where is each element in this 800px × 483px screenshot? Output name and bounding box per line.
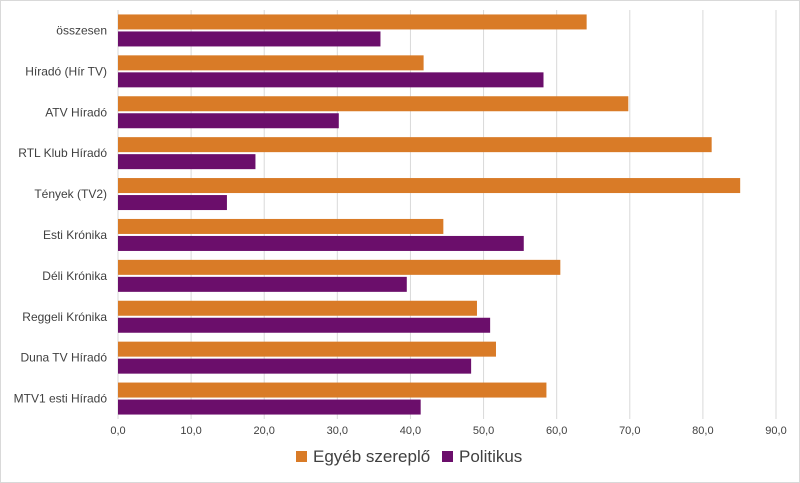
bar-egyeb-szereplo: [118, 55, 424, 71]
gridlines: [117, 10, 777, 419]
category-label: Esti Krónika: [43, 228, 107, 242]
x-tick-label: 70,0: [619, 425, 640, 437]
x-tick-label: 50,0: [473, 425, 494, 437]
x-tick-label: 80,0: [692, 425, 713, 437]
category-label: ATV Híradó: [45, 105, 107, 119]
category-label: összesen: [56, 23, 107, 37]
bar-politikus: [118, 31, 381, 47]
x-tick-label: 30,0: [327, 425, 348, 437]
bar-politikus: [118, 113, 339, 129]
bar-politikus: [118, 317, 491, 333]
bar-egyeb-szereplo: [118, 96, 629, 112]
legend-swatch: [442, 451, 453, 462]
bar-politikus: [118, 358, 472, 374]
category-labels: összesen Híradó (Hír TV) ATV Híradó RTL Klu…: [14, 23, 108, 405]
category-label: Reggeli Krónika: [22, 310, 107, 324]
bar-egyeb-szereplo: [118, 137, 712, 153]
legend-label: Politikus: [459, 447, 522, 466]
category-label: MTV1 esti Híradó: [14, 392, 108, 406]
bar-egyeb-szereplo: [118, 14, 587, 30]
x-tick-label: 20,0: [254, 425, 275, 437]
x-tick-label: 10,0: [180, 425, 201, 437]
bar-egyeb-szereplo: [118, 300, 477, 316]
bar-egyeb-szereplo: [118, 178, 741, 194]
x-tick-label: 60,0: [546, 425, 567, 437]
legend: Egyéb szereplő Politikus: [296, 447, 522, 466]
category-label: Híradó (Hír TV): [25, 64, 107, 78]
bar-politikus: [118, 235, 524, 251]
x-axis-ticks: 0,0 10,0 20,0 30,0 40,0 50,0 60,0 70,0 80,0 90,0: [110, 425, 786, 437]
category-label: Duna TV Híradó: [21, 351, 108, 365]
legend-swatch: [296, 451, 307, 462]
bar-egyeb-szereplo: [118, 382, 547, 398]
x-tick-label: 0,0: [110, 425, 125, 437]
bar-egyeb-szereplo: [118, 259, 561, 275]
bar-politikus: [118, 399, 421, 415]
x-tick-label: 40,0: [400, 425, 421, 437]
x-tick-label: 90,0: [765, 425, 786, 437]
bar-politikus: [118, 195, 227, 211]
bar-politikus: [118, 72, 544, 88]
bar-egyeb-szereplo: [118, 218, 444, 234]
legend-label: Egyéb szereplő: [313, 447, 430, 466]
bar-politikus: [118, 154, 256, 170]
bar-politikus: [118, 276, 407, 292]
category-label: RTL Klub Híradó: [18, 146, 107, 160]
category-label: Déli Krónika: [42, 269, 107, 283]
bar-egyeb-szereplo: [118, 341, 496, 357]
category-label: Tények (TV2): [34, 187, 107, 201]
bars: [118, 14, 741, 415]
